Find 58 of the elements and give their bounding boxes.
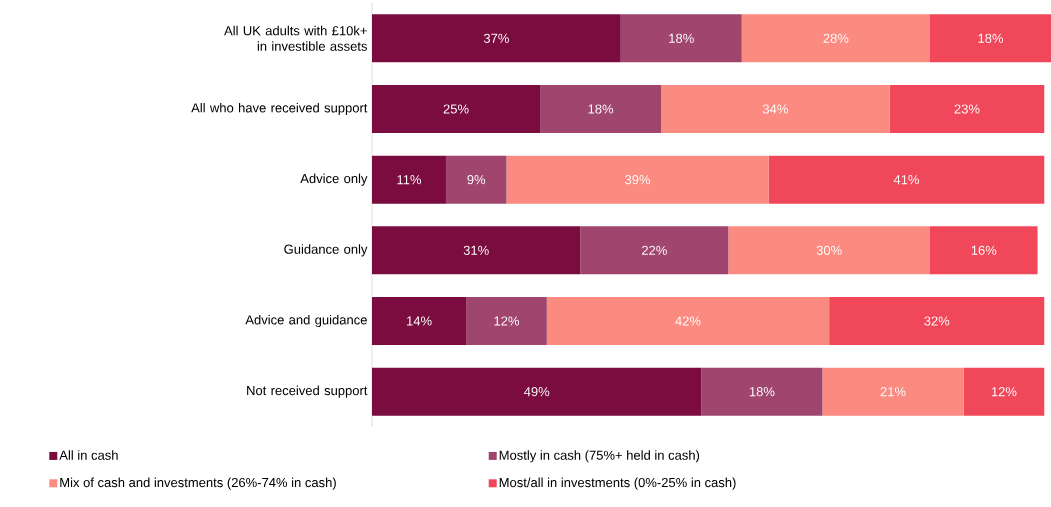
bar <box>466 296 547 346</box>
bar <box>930 14 1051 63</box>
data-label: 22% <box>642 245 667 255</box>
legend-label: Most/all in investments (0%-25% in cash) <box>499 477 736 490</box>
data-label: 23% <box>954 104 980 114</box>
legend-label: Mix of cash and investments (26%-74% in cash) <box>60 477 336 490</box>
bar <box>372 226 581 275</box>
bar <box>372 296 467 346</box>
data-label: 21% <box>880 387 906 397</box>
data-label: 9% <box>467 175 486 185</box>
y-tick-label: All who have received support <box>191 102 368 116</box>
data-label: 18% <box>588 104 614 114</box>
bar <box>540 84 662 134</box>
data-label: 12% <box>494 316 519 326</box>
data-label: 18% <box>978 33 1004 43</box>
data-label: 30% <box>816 245 842 255</box>
bar <box>889 84 1045 134</box>
y-tick-label: All UK adults with £10k+ in investible assets <box>224 25 367 51</box>
bar <box>822 367 964 416</box>
data-label: 42% <box>675 316 701 326</box>
bar <box>372 367 702 416</box>
bar <box>372 14 621 63</box>
data-label: 14% <box>407 316 432 326</box>
bar <box>829 296 1045 346</box>
data-label: 49% <box>524 387 550 397</box>
data-label: 41% <box>893 175 920 185</box>
bar <box>620 14 742 63</box>
bar <box>701 367 823 416</box>
bar <box>445 155 507 204</box>
data-label: 32% <box>924 316 950 326</box>
bar <box>506 155 769 204</box>
bar <box>930 226 1038 275</box>
y-tick-label: Advice only <box>300 173 368 186</box>
bar <box>372 155 446 204</box>
y-tick-label: Not received support <box>247 385 368 398</box>
y-tick-label: Guidance only <box>284 244 368 257</box>
bar <box>661 84 890 134</box>
data-label: 39% <box>625 175 651 185</box>
data-label: 31% <box>463 245 489 255</box>
bar <box>580 226 729 275</box>
bar <box>728 226 930 275</box>
data-label: 34% <box>762 104 788 114</box>
legend-label: Mostly in cash (75%+ held in cash) <box>499 450 700 463</box>
data-label: 28% <box>823 33 849 43</box>
y-tick-label: Advice and guidance <box>245 314 367 328</box>
bar <box>963 367 1045 416</box>
data-label: 18% <box>749 387 775 397</box>
bar <box>372 84 541 134</box>
data-label: 16% <box>971 245 997 255</box>
data-label: 12% <box>991 387 1017 397</box>
data-label: 37% <box>483 33 509 43</box>
bar <box>768 155 1045 204</box>
bar <box>741 14 930 63</box>
legend-label: All in cash <box>59 450 118 460</box>
data-label: 11% <box>397 175 422 185</box>
data-label: 18% <box>669 33 694 43</box>
bar <box>546 296 830 346</box>
data-label: 25% <box>443 104 469 114</box>
